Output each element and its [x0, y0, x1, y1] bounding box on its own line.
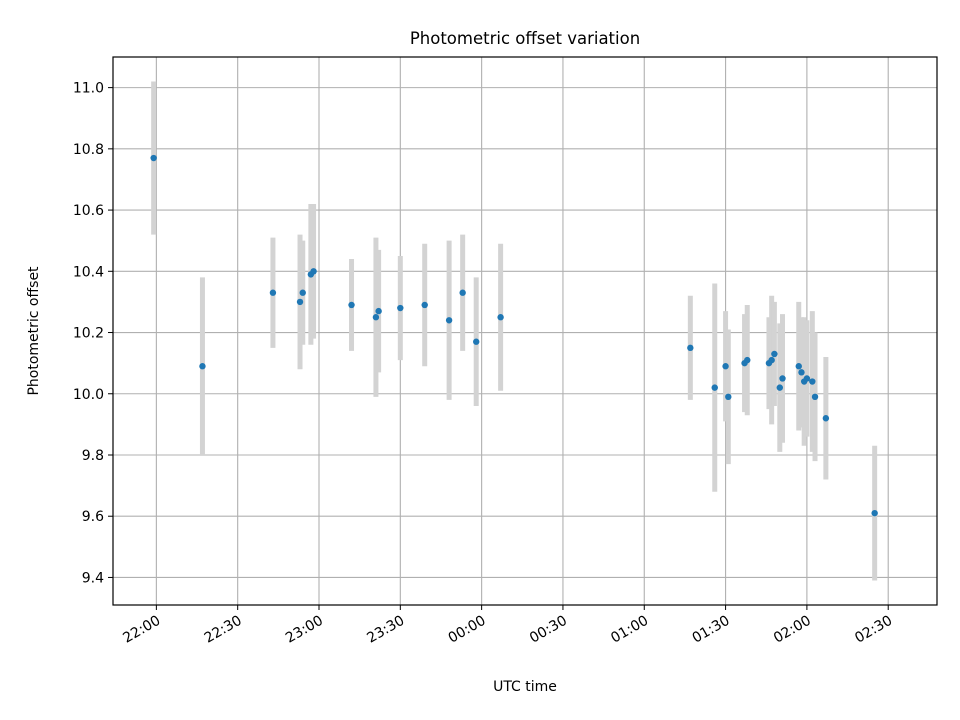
data-point: [871, 509, 878, 517]
data-point: [296, 298, 304, 306]
data-point: [372, 314, 380, 321]
data-point: [771, 350, 778, 358]
y-tick-label: 9.4: [82, 570, 104, 586]
data-point: [299, 289, 306, 296]
data-point: [459, 289, 466, 296]
data-point: [798, 369, 805, 376]
data-point: [397, 304, 404, 312]
y-tick-label: 9.8: [82, 448, 104, 464]
data-point: [269, 289, 277, 296]
data-points: [150, 154, 878, 517]
data-point: [779, 375, 786, 382]
chart-title: Photometric offset variation: [410, 29, 640, 48]
y-axis: 11.0 10.8 10.6 10.4 10.2 10.0 9.8 9.6 9.4: [73, 81, 113, 586]
y-tick-label: 10.8: [73, 142, 104, 158]
data-point: [711, 384, 718, 391]
x-axis-label: UTC time: [493, 679, 557, 695]
plot-frame: [112, 56, 938, 606]
data-point: [809, 378, 816, 385]
data-point: [150, 154, 157, 162]
data-point: [803, 375, 811, 382]
y-tick-label: 10.2: [73, 326, 104, 342]
data-point: [421, 301, 428, 309]
data-point: [310, 268, 317, 275]
y-axis-label: Photometric offset: [26, 266, 42, 396]
data-point: [776, 384, 783, 391]
y-tick-label: 10.6: [73, 203, 104, 219]
y-tick-label: 10.0: [73, 387, 104, 403]
y-tick-label: 10.4: [73, 264, 104, 280]
data-point: [768, 356, 775, 364]
data-point: [199, 363, 206, 370]
data-point: [445, 317, 453, 324]
data-point: [795, 363, 802, 370]
data-point: [348, 301, 355, 309]
data-point: [822, 415, 830, 422]
data-point: [687, 344, 694, 352]
data-point: [725, 393, 732, 401]
data-point: [473, 338, 480, 345]
y-tick-label: 11.0: [73, 81, 104, 97]
y-tick-label: 9.6: [82, 509, 104, 525]
data-point: [497, 314, 504, 321]
data-point: [744, 356, 751, 364]
data-point: [722, 363, 729, 370]
grid: [113, 57, 937, 605]
data-point: [811, 393, 819, 401]
data-point: [375, 307, 382, 315]
